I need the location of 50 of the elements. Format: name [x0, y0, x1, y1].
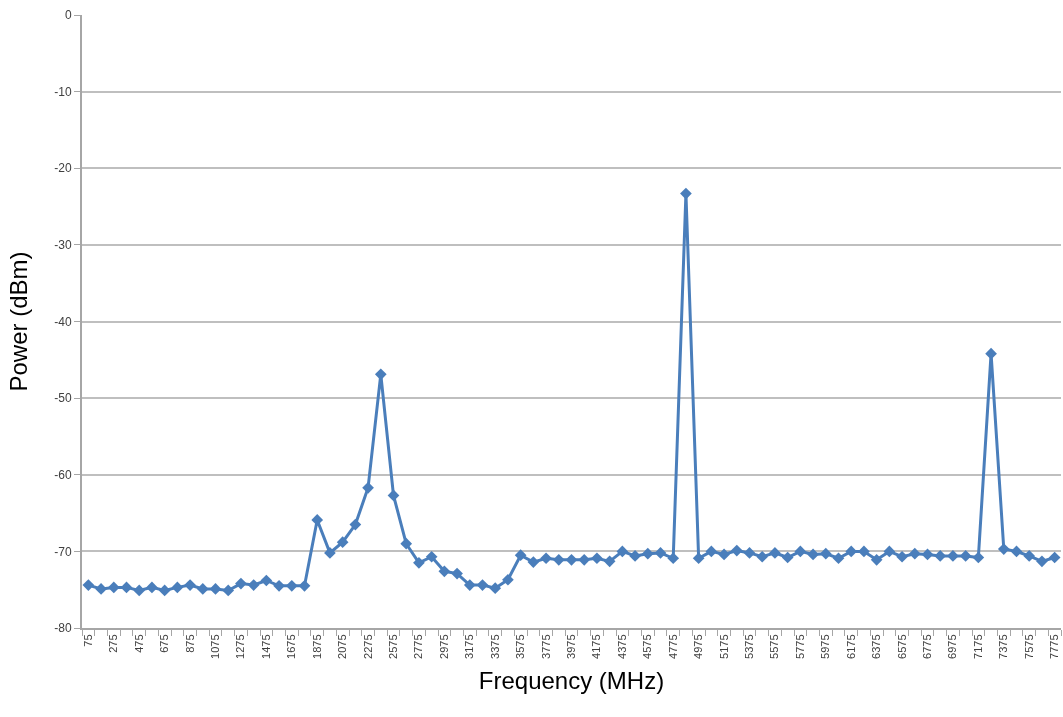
- x-tick-label: 1475: [259, 634, 272, 659]
- x-tick-label: 4575: [641, 634, 654, 659]
- x-tick-label: 2075: [336, 634, 349, 659]
- x-tick-label: 6975: [946, 634, 959, 659]
- x-tick-label: 6375: [870, 634, 883, 659]
- x-tick-label: 2975: [437, 634, 450, 659]
- x-tick-label: 2275: [361, 634, 374, 659]
- x-tick-label: 3775: [539, 634, 552, 659]
- x-tick-label: 4975: [692, 634, 705, 659]
- x-axis-title: Frequency (MHz): [478, 666, 665, 694]
- x-tick-label: 7575: [1022, 634, 1035, 659]
- y-tick-label: -20: [54, 161, 72, 176]
- y-tick-label: 0: [64, 8, 72, 23]
- x-tick-label: 275: [107, 634, 120, 653]
- y-tick-label: -80: [54, 621, 72, 636]
- x-tick-label: 3175: [463, 634, 476, 659]
- x-tick-label: 5375: [743, 634, 756, 659]
- x-tick-label: 6575: [895, 634, 908, 659]
- x-tick-label: 1875: [310, 634, 323, 659]
- x-tick-label: 675: [158, 634, 171, 653]
- x-tick-label: 5975: [819, 634, 832, 659]
- x-tick-label: 4375: [615, 634, 628, 659]
- x-tick-label: 7175: [971, 634, 984, 659]
- x-tick-label: 75: [81, 634, 94, 647]
- y-tick-label: -60: [54, 467, 72, 482]
- y-tick-label: -40: [54, 314, 72, 329]
- x-tick-label: 875: [183, 634, 196, 653]
- x-tick-label: 5175: [717, 634, 730, 659]
- x-tick-label: 6175: [844, 634, 857, 659]
- x-tick-label: 4175: [590, 634, 603, 659]
- y-tick-label: -50: [54, 391, 72, 406]
- x-tick-label: 7375: [997, 634, 1010, 659]
- x-tick-label: 5775: [793, 634, 806, 659]
- y-tick-label: -70: [54, 544, 72, 559]
- x-tick-label: 3575: [514, 634, 527, 659]
- x-tick-label: 1275: [234, 634, 247, 659]
- x-tick-label: 2775: [412, 634, 425, 659]
- y-tick-label: -30: [54, 238, 72, 253]
- x-tick-label: 475: [132, 634, 145, 653]
- y-tick-label: -10: [54, 84, 72, 99]
- y-axis-title: Power (dBm): [4, 251, 32, 392]
- x-tick-label: 3375: [488, 634, 501, 659]
- x-tick-label: 7775: [1048, 634, 1061, 659]
- x-tick-label: 1675: [285, 634, 298, 659]
- x-tick-label: 5575: [768, 634, 781, 659]
- x-tick-label: 1075: [209, 634, 222, 659]
- x-tick-label: 6775: [921, 634, 934, 659]
- x-tick-label: 3975: [565, 634, 578, 659]
- x-tick-label: 2575: [387, 634, 400, 659]
- x-tick-label: 4775: [666, 634, 679, 659]
